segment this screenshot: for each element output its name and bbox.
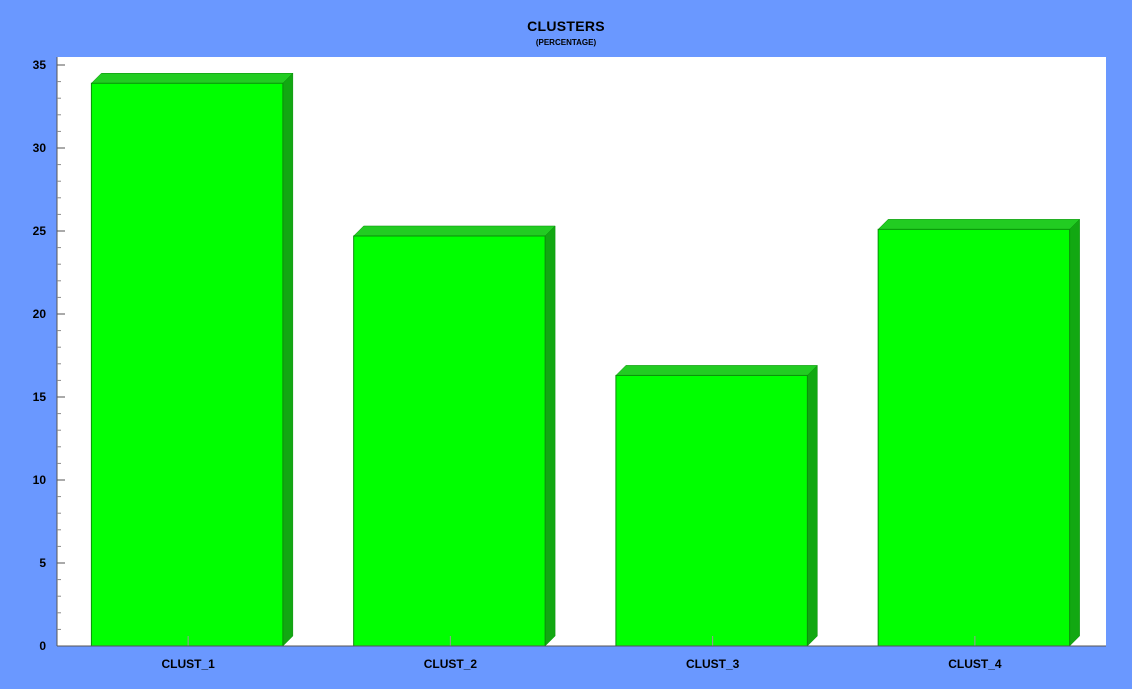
bar-side-face (807, 364, 818, 647)
x-axis: CLUST_1 CLUST_2 CLUST_3 CLUST_4 (57, 636, 1106, 671)
x-tick-label: CLUST_3 (686, 657, 740, 671)
chart-subtitle: (PERCENTAGE) (535, 38, 597, 47)
y-tick-label: 20 (33, 307, 47, 321)
y-tick-label: 5 (39, 556, 46, 570)
bar-side-face (544, 225, 556, 647)
bar-clust-1 (90, 72, 294, 647)
chart-title: CLUSTERS (527, 18, 605, 34)
x-tick-label: CLUST_4 (948, 657, 1002, 671)
bar-clust-2 (353, 225, 556, 647)
y-tick-label: 15 (33, 390, 47, 404)
x-tick-label: CLUST_1 (161, 657, 215, 671)
bar-side-face (282, 72, 294, 647)
bars (90, 72, 1081, 647)
x-tick-label: CLUST_2 (424, 657, 478, 671)
bar-front-face (353, 235, 546, 647)
y-axis: 0 5 10 15 20 25 30 35 (33, 57, 65, 653)
bar-top-face (353, 225, 556, 237)
bar-front-face (615, 374, 808, 647)
bar-front-face (877, 228, 1071, 647)
bar-top-face (877, 219, 1081, 230)
y-tick-label: 35 (33, 58, 47, 72)
bar-clust-3 (615, 364, 818, 647)
bar-top-face (90, 73, 294, 84)
y-tick-label: 0 (39, 639, 46, 653)
bar-side-face (1069, 218, 1080, 647)
y-tick-label: 30 (33, 141, 47, 155)
bar-top-face (615, 365, 818, 376)
bar-clust-4 (877, 218, 1081, 647)
bar-front-face (90, 82, 284, 647)
y-tick-label: 10 (33, 473, 47, 487)
y-tick-label: 25 (33, 224, 47, 238)
